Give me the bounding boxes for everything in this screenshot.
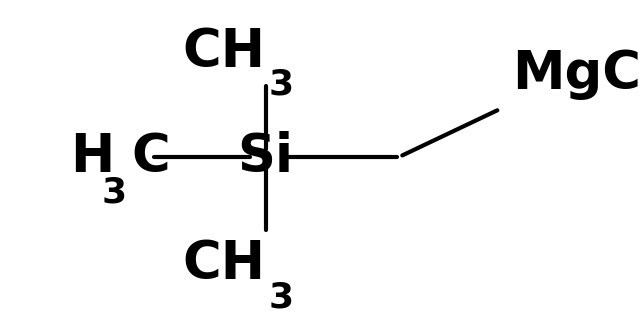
Text: 3: 3 <box>101 175 126 209</box>
Text: MgCl: MgCl <box>512 48 640 100</box>
Text: C: C <box>131 131 170 182</box>
Text: H: H <box>70 131 115 182</box>
Text: Si: Si <box>237 131 294 182</box>
Text: CH: CH <box>182 26 266 78</box>
Text: 3: 3 <box>269 280 294 313</box>
Text: 3: 3 <box>269 67 294 101</box>
Text: CH: CH <box>182 239 266 290</box>
